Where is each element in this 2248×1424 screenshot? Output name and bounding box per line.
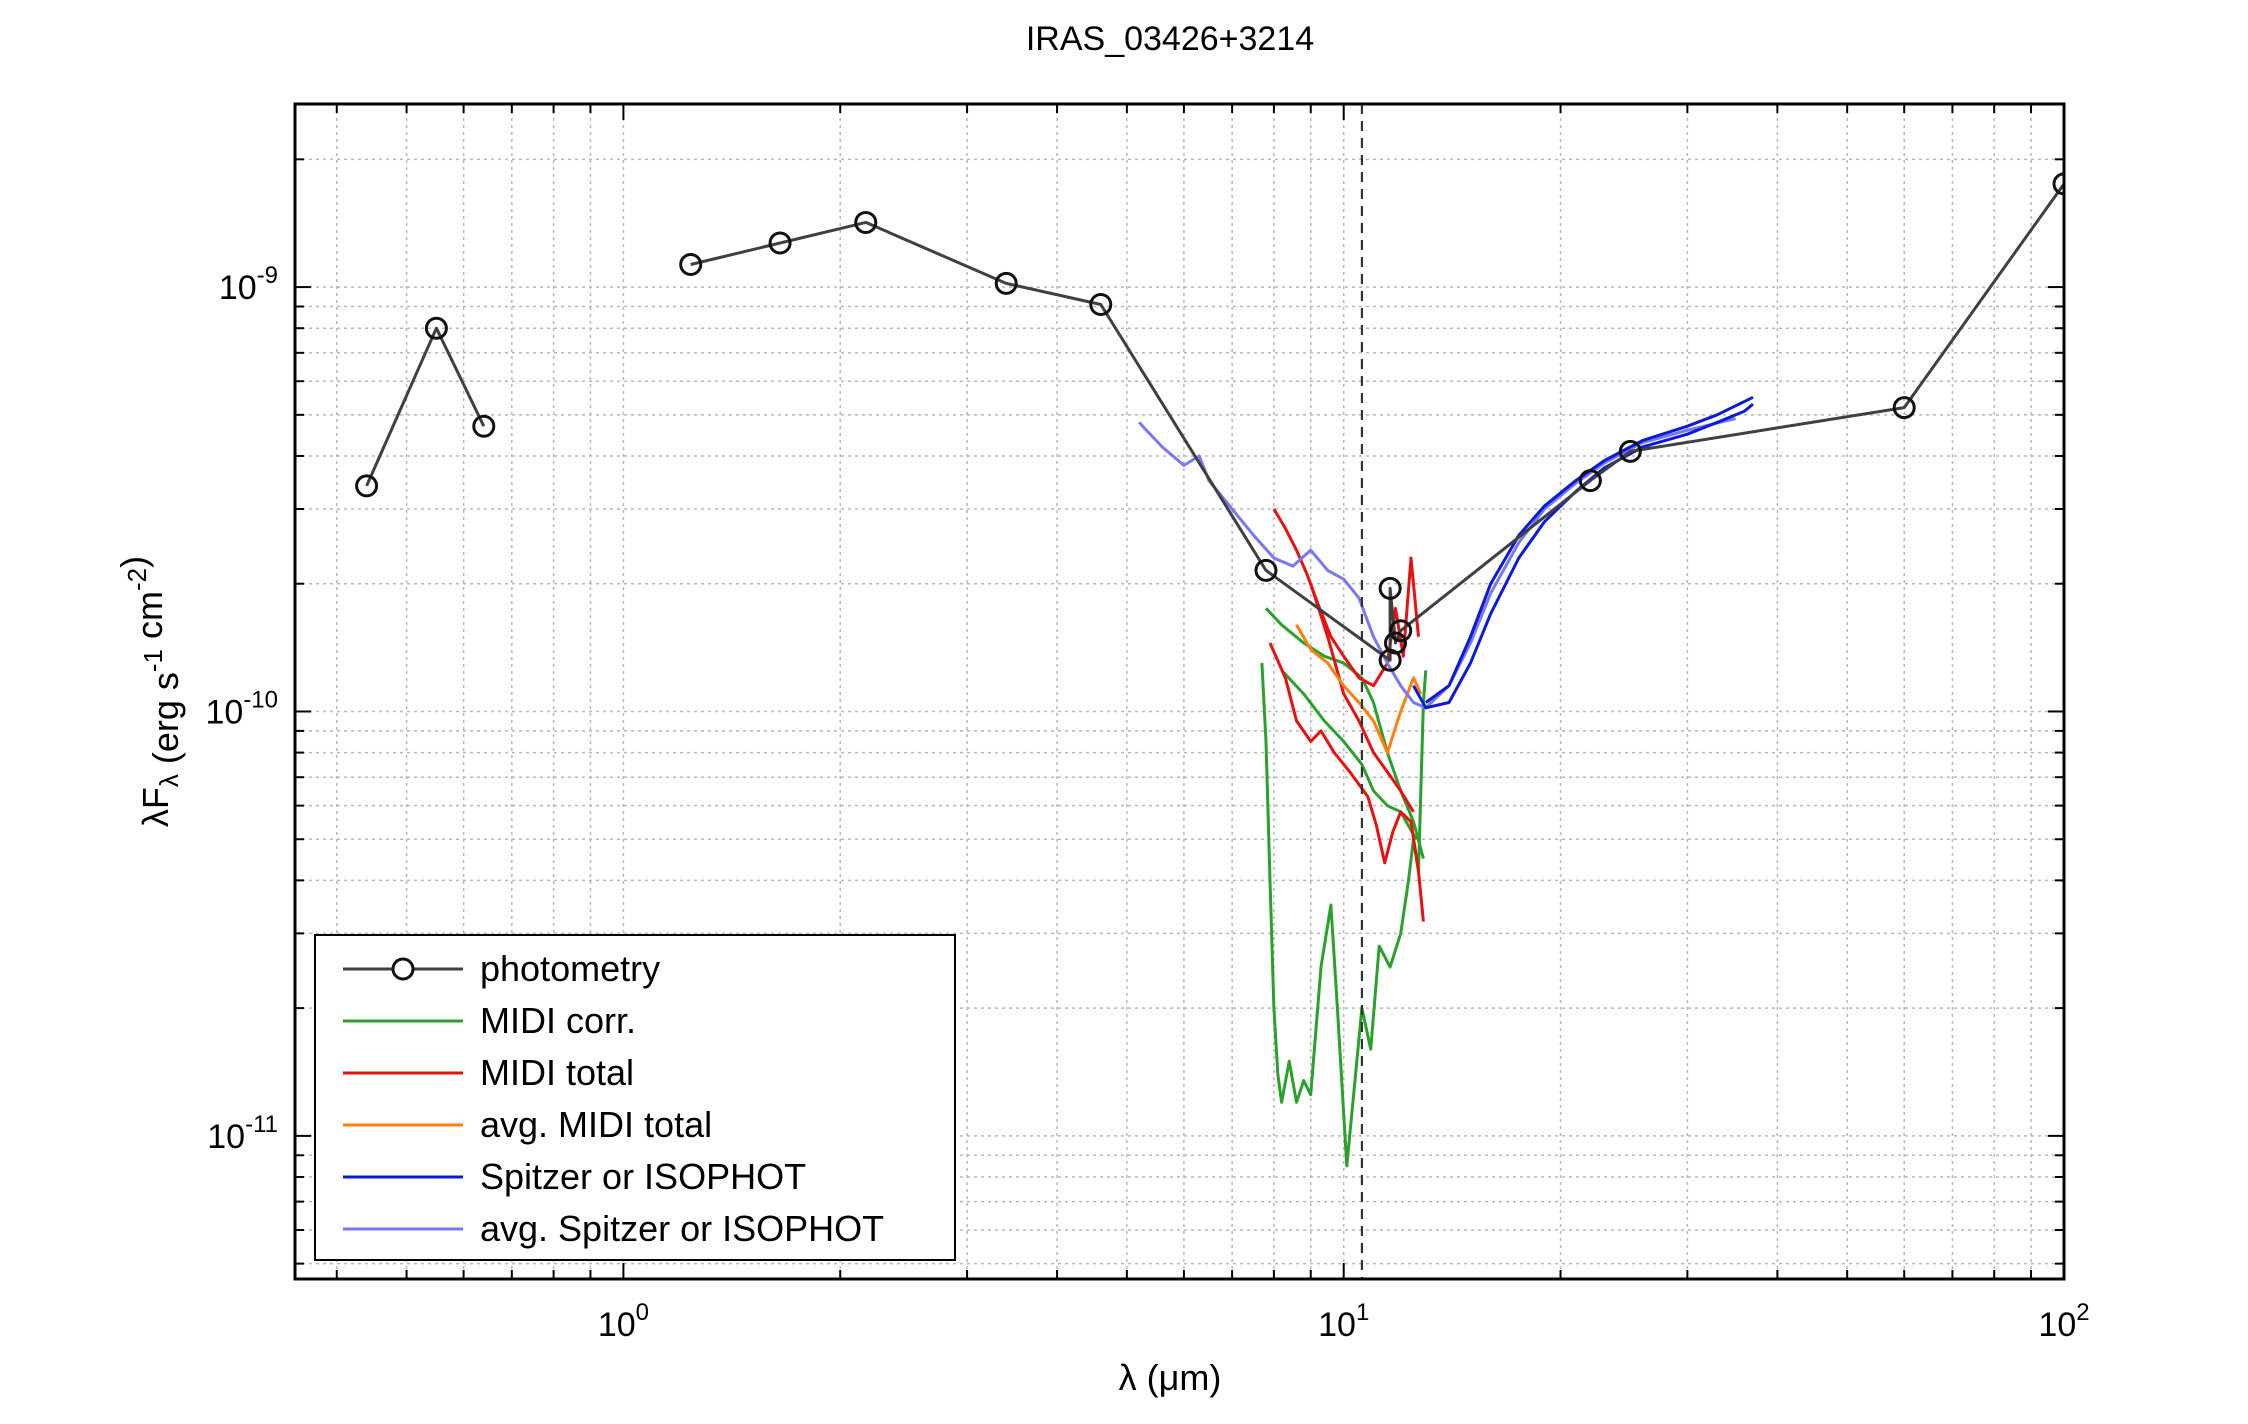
series-line [1309,583,1415,813]
data-point-marker [1892,396,1916,420]
data-point-marker [355,474,379,498]
series-line [1260,663,1428,1168]
series-line [1272,508,1420,688]
legend-label: avg. Spitzer or ISOPHOT [480,1208,884,1249]
axis-ticks [295,104,2065,1279]
series-line [1412,402,1754,710]
chart-title: IRAS_03426+3214 [1026,20,1314,58]
legend-label: Spitzer or ISOPHOT [480,1156,806,1197]
series-spitzer-or-isophot [1412,395,1754,710]
series-photometry [355,172,2064,672]
legend-marker [391,957,415,981]
x-tick-labels: 100 101 102 [598,1299,2090,1344]
data-point-marker [1378,576,1402,600]
series-line [1424,395,1754,704]
series-line [1268,642,1425,922]
y-tick-labels: 10-11 10-10 10-9 [205,262,278,1156]
series-line [365,326,486,487]
series-line [690,183,2064,662]
series-avg-spitzer-or-isophot [1138,417,1736,710]
y-tick-label: 10-9 [219,262,278,307]
data-point-marker [424,316,448,340]
x-tick-label: 101 [1318,1299,1369,1344]
legend-label: avg. MIDI total [480,1104,712,1145]
legend-box [314,934,956,1261]
legend-label: photometry [480,948,660,989]
data-point-marker [679,253,703,277]
y-tick-label: 10-11 [207,1111,278,1156]
data-point-marker [768,231,792,255]
data-point-marker [1618,439,1642,463]
y-axis-label-text: λFλ (erg s-1 cm-2) [113,556,186,827]
plot-area-frame [293,102,2066,1281]
x-tick-label: 100 [598,1299,649,1344]
x-axis-label: λ (μm) [1119,1357,1222,1398]
data-point-marker [1389,619,1413,643]
data-point-marker [1254,558,1278,582]
y-axis-label: λFλ (erg s-1 cm-2) [113,556,186,827]
data-point-marker [2052,172,2064,196]
series-line [1138,417,1736,710]
data-point-marker [1089,292,1113,316]
grid-lines [295,104,2065,1279]
x-tick-label: 102 [2038,1299,2089,1344]
series-clip-group [355,172,2064,1168]
data-point-marker [854,210,878,234]
series-line [1264,607,1425,859]
y-tick-label: 10-10 [205,686,278,731]
legend-label: MIDI total [480,1052,634,1093]
series-midi-total [1268,508,1425,922]
legend: photometry MIDI corr. MIDI total avg. MIDI … [314,934,956,1261]
data-point-marker [994,271,1018,295]
series-line [1280,669,1418,840]
series-layer [355,172,2064,1168]
data-point-marker [1578,469,1602,493]
data-point-marker [472,414,496,438]
legend-label: MIDI corr. [480,1000,636,1041]
data-point-marker [1383,631,1407,655]
